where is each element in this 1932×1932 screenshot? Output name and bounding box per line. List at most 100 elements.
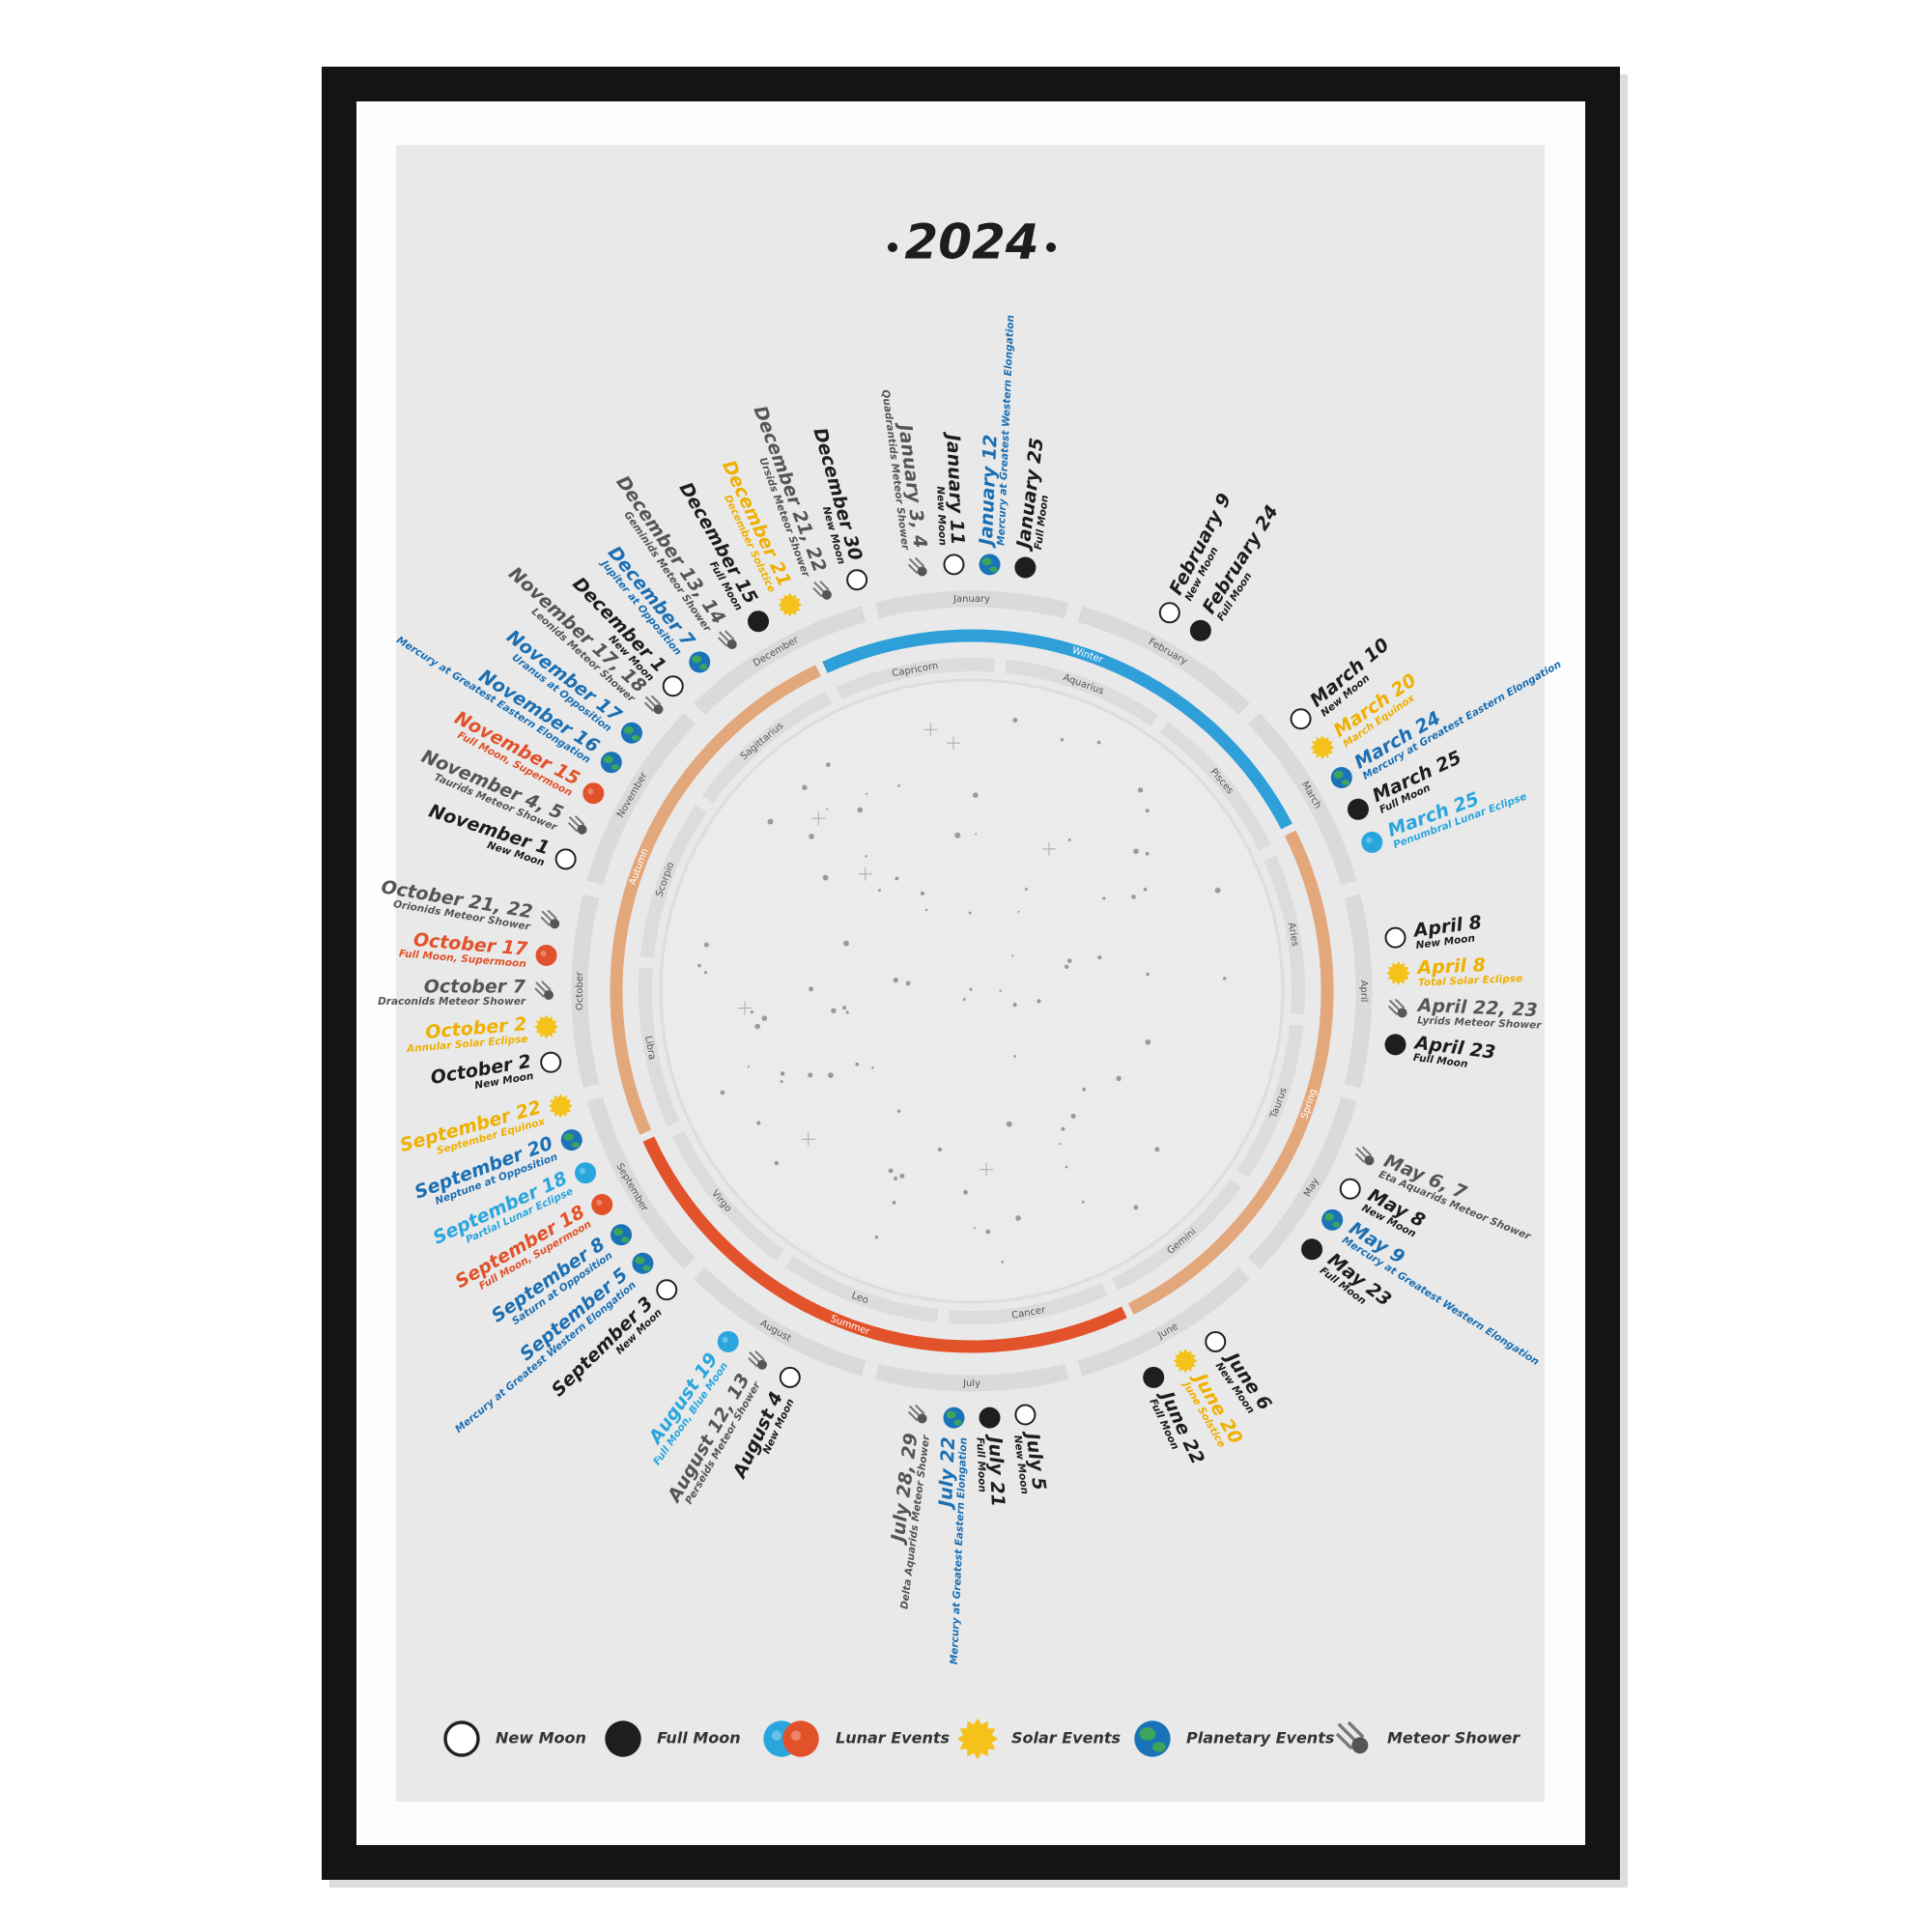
star bbox=[1017, 910, 1020, 913]
new-moon-icon bbox=[1158, 602, 1180, 624]
star bbox=[905, 980, 911, 986]
event-icon bbox=[748, 1350, 767, 1370]
star bbox=[720, 1090, 725, 1095]
month-band bbox=[586, 1096, 696, 1269]
event-icon bbox=[534, 1014, 559, 1039]
season-arc bbox=[1127, 830, 1334, 1315]
event-icon bbox=[748, 611, 769, 633]
star bbox=[1024, 887, 1028, 891]
event-icon bbox=[540, 1051, 562, 1073]
star bbox=[1006, 1121, 1012, 1127]
lunar-crater bbox=[587, 788, 594, 795]
star bbox=[962, 998, 966, 1002]
star bbox=[1066, 958, 1072, 963]
meteor-rock bbox=[577, 824, 587, 835]
planet-land bbox=[603, 755, 613, 764]
event-icon bbox=[535, 945, 557, 967]
star bbox=[703, 942, 709, 948]
event-date: January 11 bbox=[942, 430, 968, 545]
event-description: Draconids Meteor Shower bbox=[378, 996, 526, 1008]
planet-land bbox=[699, 664, 708, 670]
star bbox=[1146, 972, 1150, 977]
event-icon bbox=[1014, 556, 1037, 579]
star bbox=[1096, 740, 1101, 745]
event-icon bbox=[534, 980, 554, 1000]
star bbox=[963, 1189, 968, 1195]
planet-land bbox=[953, 1419, 962, 1426]
planet-land bbox=[1341, 780, 1350, 785]
star bbox=[972, 792, 979, 799]
planet-land bbox=[611, 764, 619, 771]
zodiac-band bbox=[1236, 1024, 1304, 1178]
event-icon bbox=[1143, 1366, 1165, 1388]
full-moon-icon bbox=[979, 1406, 1001, 1429]
star bbox=[809, 833, 814, 839]
full-moon-icon bbox=[1014, 556, 1037, 579]
star bbox=[774, 1160, 780, 1166]
meteor-rock bbox=[550, 919, 560, 929]
sky-disc bbox=[659, 678, 1285, 1304]
star bbox=[1145, 1038, 1151, 1045]
star bbox=[1102, 896, 1106, 900]
new-moon-icon bbox=[1205, 1330, 1227, 1352]
lunar-icon bbox=[535, 945, 557, 967]
event-icon bbox=[1310, 735, 1335, 760]
star bbox=[1143, 887, 1148, 892]
meteor-rock bbox=[1364, 1155, 1375, 1166]
star bbox=[1037, 999, 1041, 1004]
event-date: January 12 bbox=[976, 434, 1002, 549]
zodiac-band bbox=[1112, 1179, 1242, 1292]
star bbox=[1061, 1126, 1065, 1131]
planet-land bbox=[631, 734, 639, 741]
planet-land bbox=[1332, 1221, 1341, 1228]
event-icon bbox=[540, 909, 560, 929]
event-description: New Moon bbox=[934, 486, 949, 546]
lunar-crater bbox=[790, 1730, 801, 1741]
month-band bbox=[874, 1363, 1069, 1392]
star bbox=[954, 832, 961, 838]
full-moon-icon bbox=[1143, 1366, 1165, 1388]
star bbox=[878, 889, 881, 893]
star-cross bbox=[980, 1162, 994, 1177]
planet-land bbox=[571, 1142, 580, 1149]
month-band bbox=[1077, 1266, 1250, 1377]
zodiac-band bbox=[948, 1283, 1108, 1324]
star bbox=[826, 808, 829, 810]
season-arc bbox=[642, 1136, 1127, 1353]
event-icon bbox=[907, 556, 927, 577]
star bbox=[842, 940, 849, 947]
lunar-crater bbox=[1366, 837, 1373, 843]
month-band bbox=[586, 713, 696, 886]
star bbox=[703, 971, 707, 975]
zodiac-band bbox=[701, 691, 832, 804]
event-description: Full Moon bbox=[974, 1437, 987, 1492]
star bbox=[1082, 1087, 1087, 1092]
event-icon bbox=[782, 1720, 819, 1757]
full-moon-icon bbox=[1189, 619, 1211, 641]
new-moon-icon bbox=[1014, 1404, 1037, 1426]
star bbox=[1223, 977, 1227, 980]
star bbox=[754, 1023, 760, 1030]
star bbox=[841, 1006, 847, 1010]
lunar-crater bbox=[771, 1730, 781, 1741]
zodiac-label: Aries bbox=[1286, 922, 1300, 948]
event-icon bbox=[812, 581, 832, 600]
meteor-rock bbox=[821, 589, 832, 600]
star bbox=[893, 977, 898, 983]
star bbox=[825, 762, 831, 768]
lunar-icon bbox=[717, 1330, 739, 1352]
star bbox=[1131, 895, 1136, 899]
event-icon bbox=[1347, 798, 1369, 820]
zodiac-band bbox=[1159, 721, 1272, 851]
star bbox=[1214, 887, 1221, 894]
star bbox=[968, 911, 972, 915]
star bbox=[896, 1109, 901, 1113]
event-icon bbox=[632, 1252, 654, 1274]
month-label: January bbox=[952, 594, 990, 605]
star bbox=[1070, 1113, 1076, 1120]
meteor-rock bbox=[726, 639, 737, 650]
event-icon bbox=[1205, 1330, 1227, 1352]
event-description: Total Solar Eclipse bbox=[1418, 973, 1523, 989]
event-icon bbox=[662, 675, 684, 697]
